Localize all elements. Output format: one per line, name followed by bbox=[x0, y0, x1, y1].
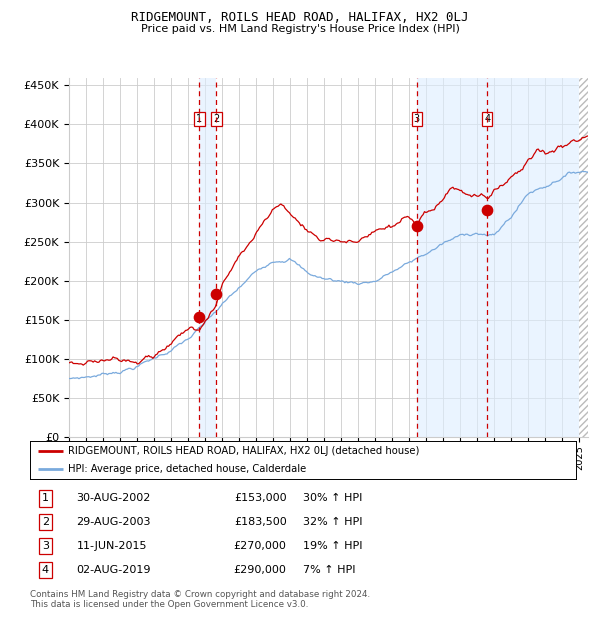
Text: 7% ↑ HPI: 7% ↑ HPI bbox=[303, 565, 355, 575]
Text: £270,000: £270,000 bbox=[234, 541, 287, 551]
Text: £290,000: £290,000 bbox=[234, 565, 287, 575]
Text: 1: 1 bbox=[196, 114, 202, 124]
Text: Contains HM Land Registry data © Crown copyright and database right 2024.: Contains HM Land Registry data © Crown c… bbox=[30, 590, 370, 600]
Bar bbox=[417, 78, 487, 437]
Bar bbox=[580, 78, 588, 437]
Bar bbox=[487, 78, 588, 437]
Text: 2: 2 bbox=[213, 114, 220, 124]
Text: 30% ↑ HPI: 30% ↑ HPI bbox=[303, 494, 362, 503]
Text: 1: 1 bbox=[42, 494, 49, 503]
Text: HPI: Average price, detached house, Calderdale: HPI: Average price, detached house, Cald… bbox=[68, 464, 307, 474]
Bar bbox=[580, 78, 588, 437]
Text: RIDGEMOUNT, ROILS HEAD ROAD, HALIFAX, HX2 0LJ: RIDGEMOUNT, ROILS HEAD ROAD, HALIFAX, HX… bbox=[131, 11, 469, 24]
Point bbox=[194, 312, 204, 322]
Text: 4: 4 bbox=[484, 114, 490, 124]
Bar bbox=[199, 78, 217, 437]
Text: RIDGEMOUNT, ROILS HEAD ROAD, HALIFAX, HX2 0LJ (detached house): RIDGEMOUNT, ROILS HEAD ROAD, HALIFAX, HX… bbox=[68, 446, 419, 456]
Text: Price paid vs. HM Land Registry's House Price Index (HPI): Price paid vs. HM Land Registry's House … bbox=[140, 24, 460, 33]
Text: 30-AUG-2002: 30-AUG-2002 bbox=[76, 494, 151, 503]
Text: 3: 3 bbox=[42, 541, 49, 551]
Text: 02-AUG-2019: 02-AUG-2019 bbox=[76, 565, 151, 575]
Text: £183,500: £183,500 bbox=[234, 517, 287, 528]
Point bbox=[482, 205, 492, 215]
Text: 11-JUN-2015: 11-JUN-2015 bbox=[76, 541, 147, 551]
Point bbox=[412, 221, 422, 231]
Text: 32% ↑ HPI: 32% ↑ HPI bbox=[303, 517, 362, 528]
Text: This data is licensed under the Open Government Licence v3.0.: This data is licensed under the Open Gov… bbox=[30, 600, 308, 609]
Text: 3: 3 bbox=[414, 114, 420, 124]
Text: £153,000: £153,000 bbox=[234, 494, 287, 503]
Text: 2: 2 bbox=[42, 517, 49, 528]
Text: 4: 4 bbox=[42, 565, 49, 575]
Text: 19% ↑ HPI: 19% ↑ HPI bbox=[303, 541, 362, 551]
Point bbox=[212, 289, 221, 299]
Text: 29-AUG-2003: 29-AUG-2003 bbox=[76, 517, 151, 528]
